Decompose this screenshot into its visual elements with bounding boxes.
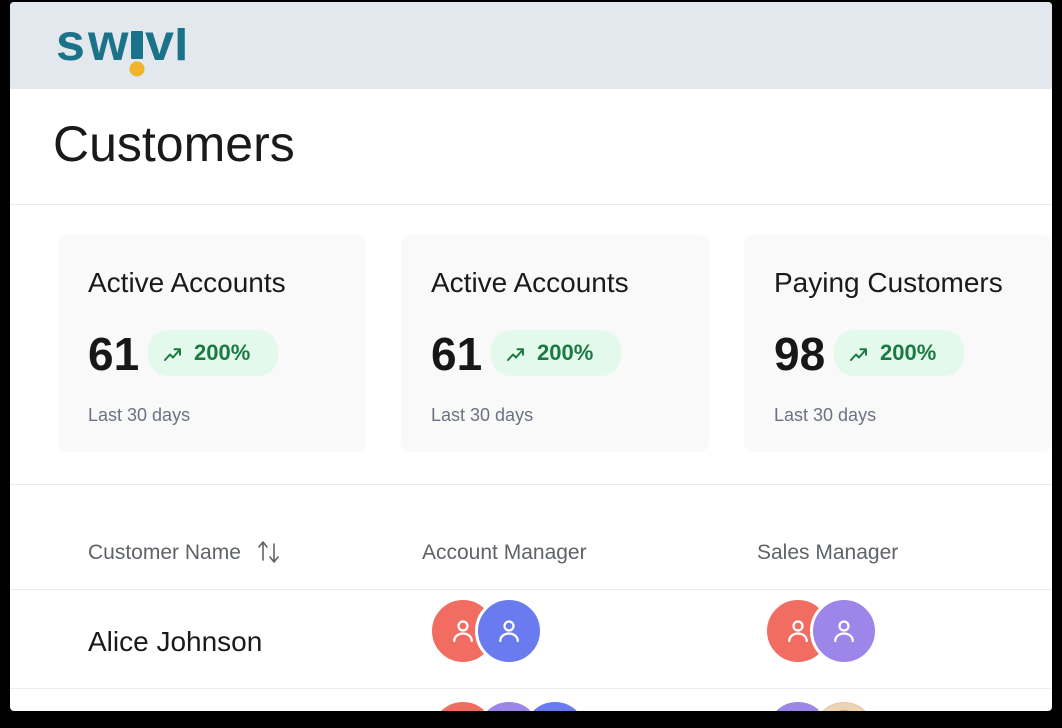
svg-text:v: v [145,28,174,72]
svg-text:l: l [174,28,185,72]
svg-text:s: s [56,28,83,72]
svg-text:w: w [87,28,129,72]
